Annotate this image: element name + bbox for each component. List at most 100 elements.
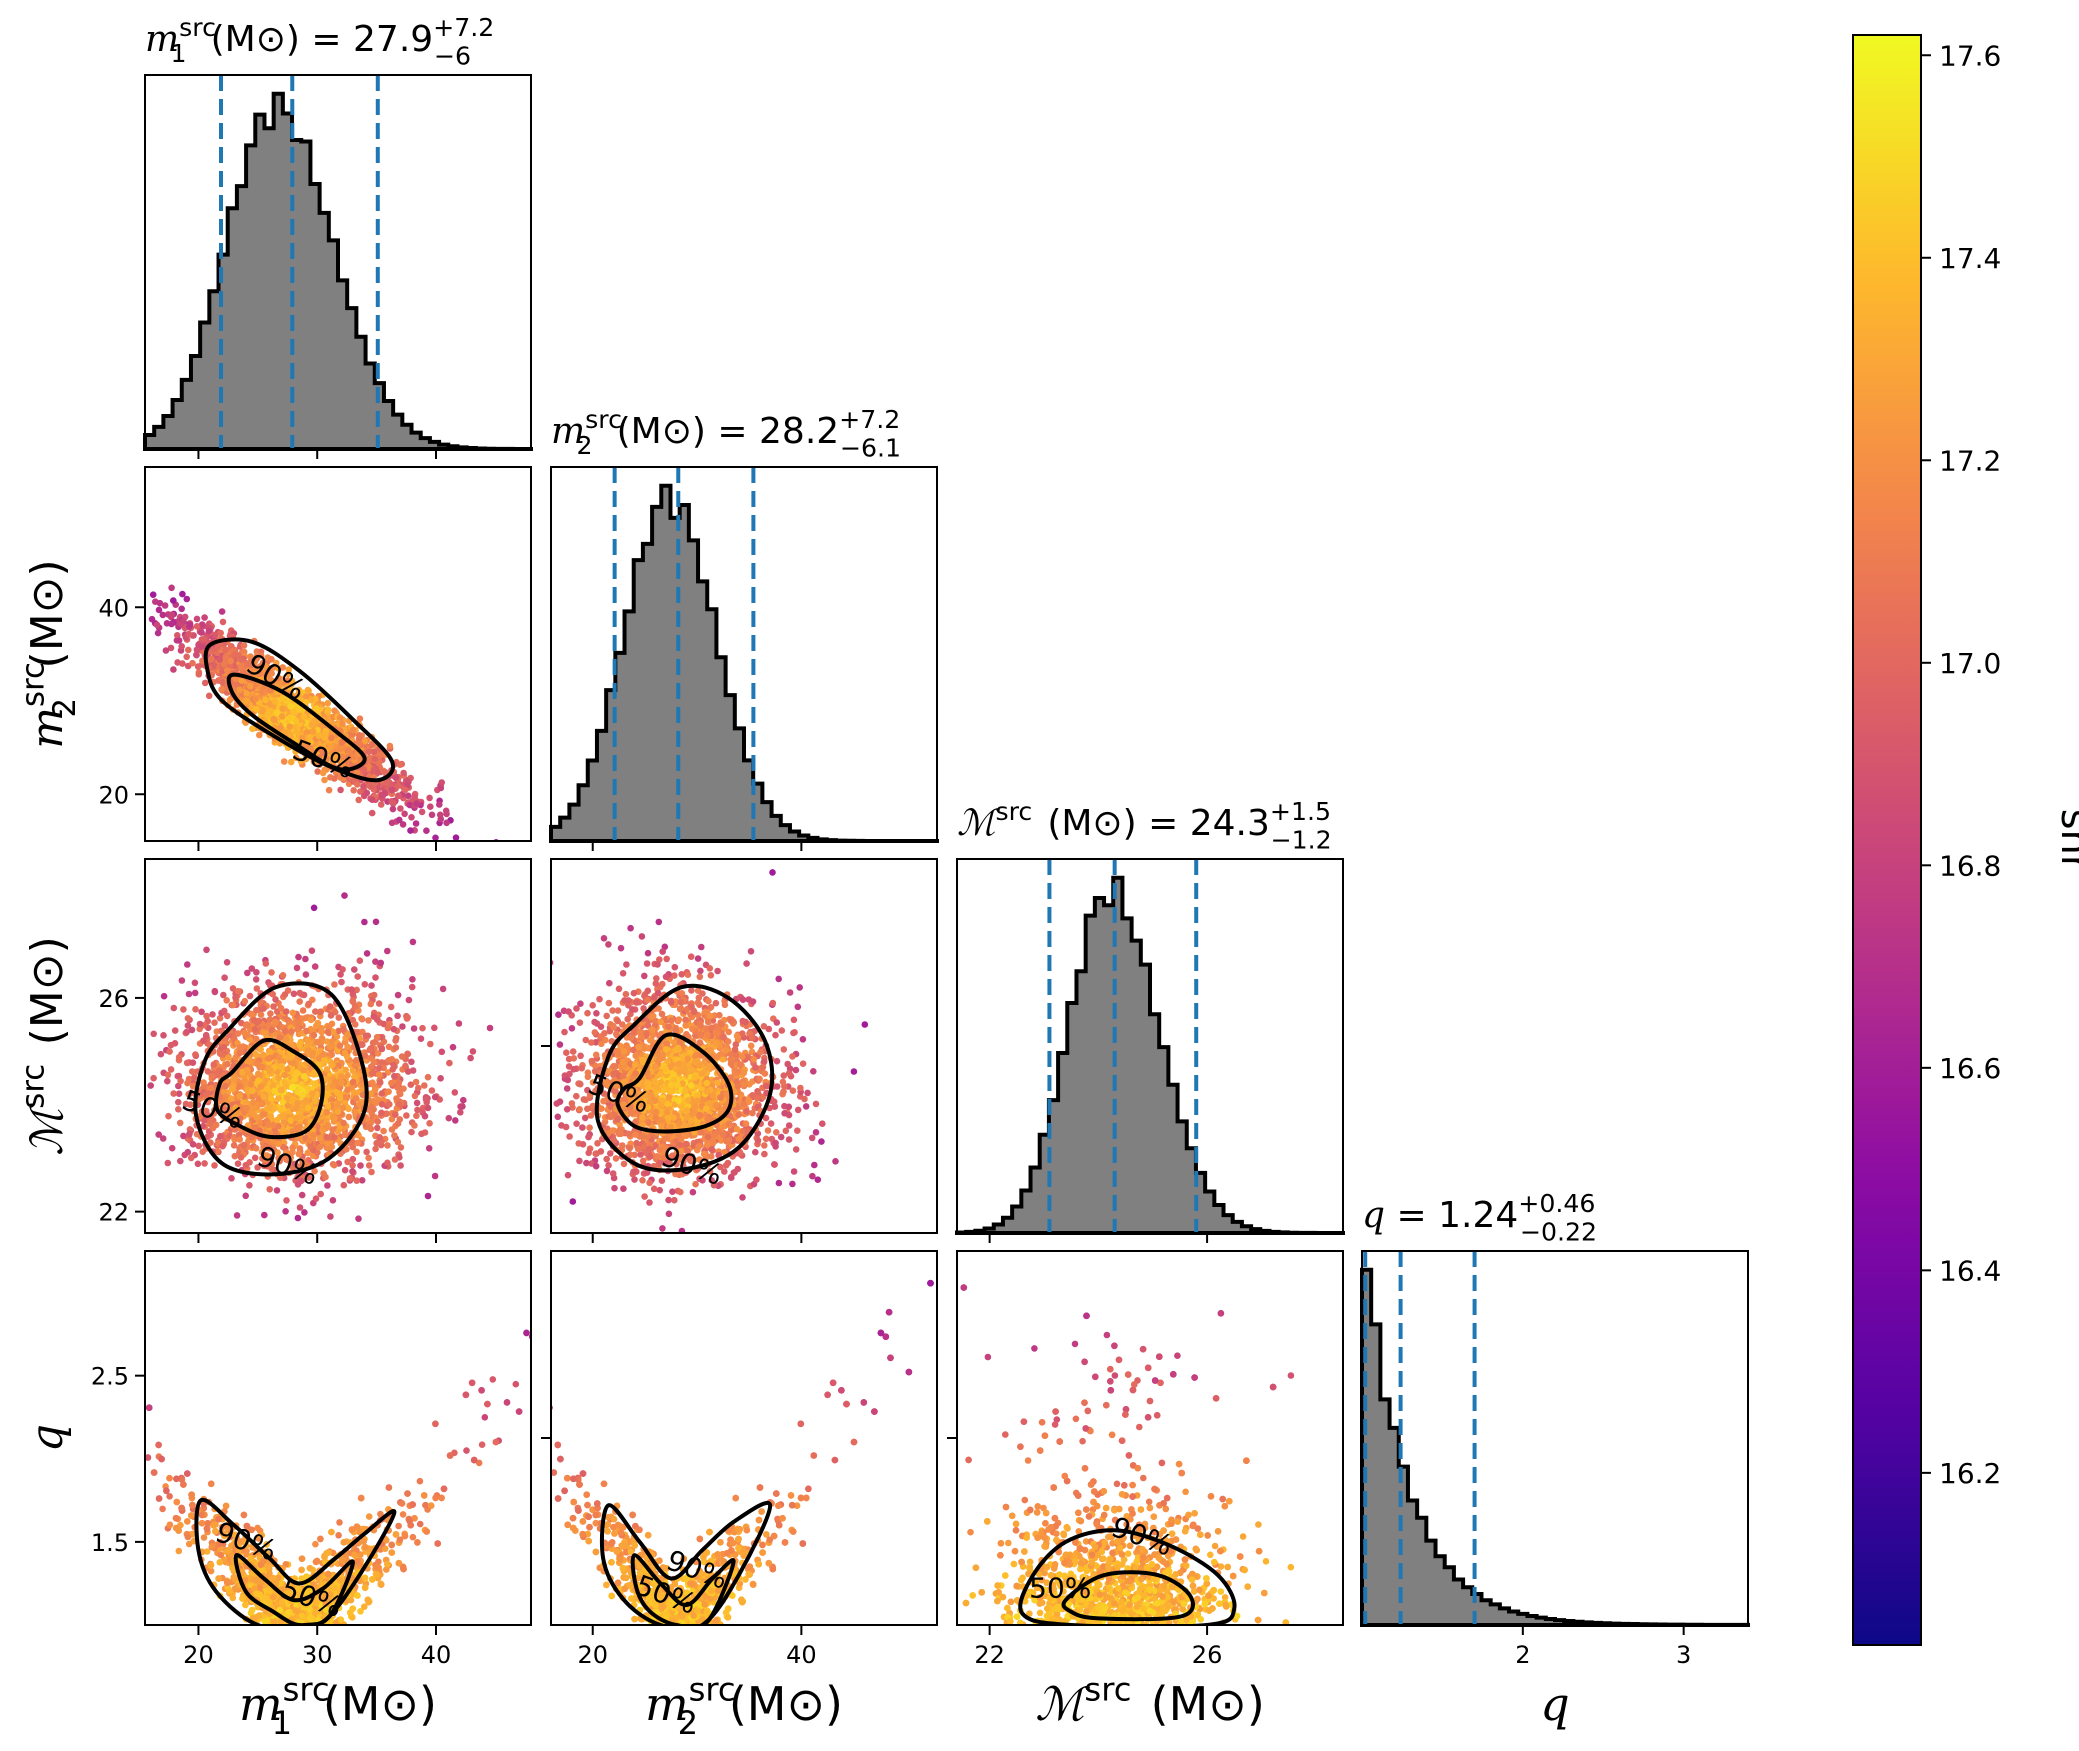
scatter-point [344,1086,351,1094]
scatter-point [339,1104,347,1112]
scatter-point [294,1124,301,1132]
scatter-point [239,1043,247,1050]
scatter-point [404,1050,411,1058]
scatter-point [439,985,447,993]
scatter-point [291,1075,299,1083]
scatter-point [237,1104,245,1111]
scatter-point [178,643,185,650]
scatter-point [455,1020,463,1027]
scatter-point [372,918,380,926]
label-symbol: m [145,19,179,60]
scatter-point [573,1092,580,1100]
scatter-point [374,1016,381,1023]
histogram-panel-m1: msrc 1 (M⊙) = 27.9+7.2 −6 [143,13,533,459]
scatter-point [309,728,317,735]
scatter-point [459,1103,466,1110]
scatter-point [203,946,210,954]
scatter-point [293,964,301,972]
scatter-point [438,779,446,786]
scatter-point [785,1136,793,1143]
scatter-point [205,692,213,700]
scatter-point [254,1164,261,1171]
scatter-point [303,1097,310,1104]
scatter-panel-m2-mchirp: 90%50% [541,858,938,1243]
scatter-point [236,1115,244,1122]
scatter-point [284,677,291,684]
scatter-point [249,1099,257,1106]
scatter-point [193,651,200,658]
scatter-point [271,698,279,705]
scatter-point [185,990,193,998]
scatter-point [361,1052,369,1060]
scatter-point [282,1008,290,1015]
scatter-point [232,1054,240,1061]
scatter-point [224,1054,232,1061]
scatter-point [311,717,318,725]
label-unit: (M⊙) [1036,803,1137,844]
scatter-point [258,1148,266,1156]
scatter-point [219,1142,226,1150]
scatter-point [269,1121,277,1129]
scatter-point [794,1106,802,1114]
scatter-point [631,1176,638,1183]
scatter-point [350,1067,357,1075]
scatter-point [374,1124,381,1132]
scatter-point [261,1029,269,1037]
scatter-point [263,1152,271,1159]
scatter-point [314,768,322,775]
scatter-point [221,1022,229,1029]
scatter-point [155,1131,162,1138]
histogram-title-mchirp: ℳsrc (M⊙) = 24.3+1.5 −1.2 [957,797,1332,855]
scatter-point [371,755,379,763]
scatter-point [408,814,415,821]
scatter-point [222,646,229,654]
scatter-point [371,1086,379,1093]
scatter-point [405,792,412,800]
scatter-point [184,1015,192,1022]
scatter-point [251,1154,259,1162]
scatter-point [243,690,250,697]
scatter-point [314,1038,321,1046]
scatter-point [287,1054,294,1061]
scatter-point [167,644,175,652]
scatter-point [159,611,167,619]
scatter-point [282,1208,289,1215]
scatter-point [518,852,525,859]
scatter-point [656,1186,663,1194]
scatter-point [365,1123,373,1131]
scatter-point [248,1133,256,1141]
scatter-point [278,1087,285,1094]
scatter-point [268,656,275,663]
scatter-point [402,1062,409,1070]
scatter-point [313,705,320,712]
scatter-point [232,1104,239,1111]
scatter-point [606,979,613,987]
scatter-point [425,1145,433,1152]
scatter-point [294,1214,302,1222]
scatter-point [427,1040,434,1048]
scatter-point [353,768,361,776]
contour-90pct [203,637,395,783]
scatter-point [298,1106,306,1114]
scatter-point [366,1046,374,1054]
scatter-point [278,713,286,720]
scatter-point [288,1028,295,1035]
scatter-point [185,630,193,638]
scatter-point [298,1191,306,1199]
scatter-point [799,1036,807,1043]
scatter-point [232,675,239,683]
scatter-point [279,1099,287,1106]
scatter-point [150,1074,157,1082]
label-value: = 27.9 [300,19,433,60]
scatter-point [236,1083,243,1090]
scatter-point [321,734,328,741]
contour-90pct [193,981,369,1177]
scatter-point [426,1120,433,1127]
scatter-point [160,1032,167,1039]
scatter-point [283,1149,290,1156]
scatter-point [394,782,402,789]
scatter-point [324,706,332,714]
scatter-point [392,1111,399,1118]
scatter-point [155,606,163,614]
